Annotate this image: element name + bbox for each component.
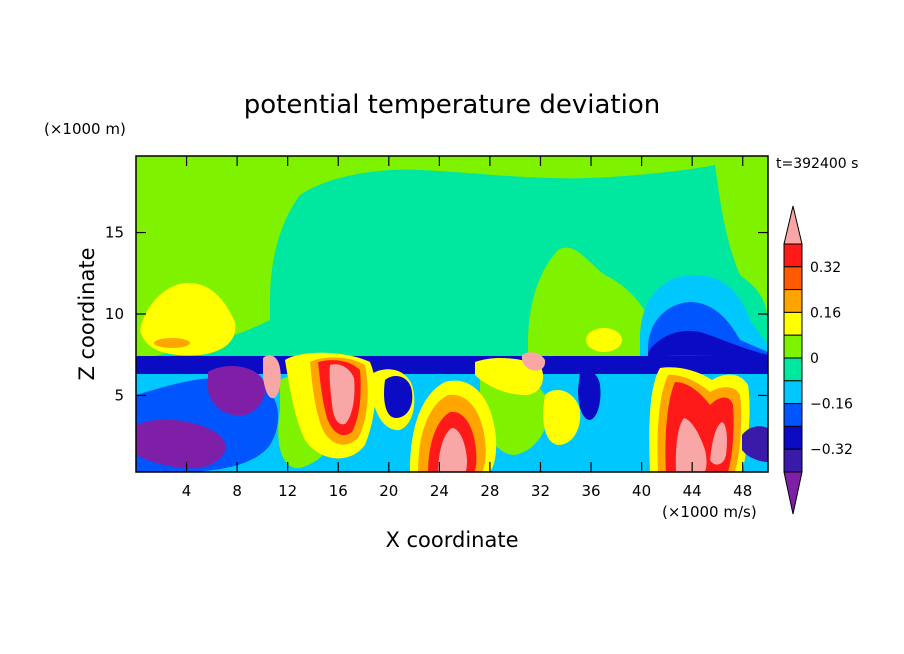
colorbar-swatch bbox=[783, 357, 803, 382]
field-region-pink-11 bbox=[263, 355, 281, 399]
colorbar-swatch bbox=[783, 266, 803, 291]
colorbar-tick-label: 0.16 bbox=[810, 305, 841, 321]
colorbar-swatch bbox=[783, 311, 803, 336]
y-axis-ticks: 5 10 15 bbox=[105, 224, 768, 404]
y-axis-label: Z coordinate bbox=[75, 247, 99, 380]
colorbar-swatch bbox=[783, 380, 803, 405]
field-region-yellow-30 bbox=[475, 358, 544, 395]
colorbar-swatch bbox=[783, 289, 803, 313]
x-tick-label: 32 bbox=[531, 482, 550, 500]
field-region-yellow-32 bbox=[543, 390, 581, 445]
y-unit-label: (×1000 m) bbox=[44, 120, 126, 138]
colorbar-bottom-arrow bbox=[783, 471, 803, 515]
field-region-orange-spot bbox=[154, 338, 190, 348]
colorbar-swatch bbox=[783, 243, 803, 268]
x-axis-label: X coordinate bbox=[385, 528, 518, 552]
x-tick-label: 40 bbox=[632, 482, 651, 500]
colorbar-tick-label: −0.32 bbox=[810, 442, 853, 458]
field-region-navy-36 bbox=[578, 370, 601, 420]
field-region-navy-20 bbox=[384, 376, 413, 418]
x-axis-ticks: 4 8 12 16 20 24 28 32 36 40 44 48 bbox=[182, 156, 752, 500]
contour-field bbox=[136, 156, 768, 472]
colorbar-swatch bbox=[783, 448, 803, 473]
x-tick-label: 48 bbox=[733, 482, 752, 500]
colorbar-swatch bbox=[783, 403, 803, 427]
field-region-pink-plume-16 bbox=[329, 364, 355, 425]
field-region-pink-v-plume-right bbox=[710, 422, 727, 465]
colorbar-top-arrow bbox=[783, 205, 803, 245]
colorbar-swatch bbox=[783, 334, 803, 359]
field-region-pink-30 bbox=[521, 352, 546, 371]
field-region-yellow-spot-right bbox=[586, 328, 622, 352]
y-tick-label: 15 bbox=[105, 224, 124, 242]
field-region-pink-plume-24 bbox=[438, 428, 467, 472]
colorbar-tick-label: 0 bbox=[810, 351, 819, 367]
field-region-purple-right-corner bbox=[742, 426, 768, 462]
y-tick-label: 5 bbox=[114, 386, 124, 404]
colorbar-swatch bbox=[783, 425, 803, 450]
x-tick-label: 20 bbox=[379, 482, 398, 500]
colorbar-tick-label: −0.16 bbox=[810, 397, 853, 413]
field-region-pink-v-plume-left bbox=[675, 418, 707, 472]
colorbar: −0.32 −0.16 0 0.16 0.32 bbox=[783, 205, 853, 515]
field-region-purple-left-low bbox=[136, 419, 226, 469]
time-label: t=392400 s bbox=[776, 156, 858, 172]
field-region-green-bump bbox=[528, 247, 650, 360]
colorbar-tick-label: 0.32 bbox=[810, 260, 841, 276]
x-unit-label: (×1000 m/s) bbox=[662, 503, 757, 521]
field-region-purple-left-high bbox=[208, 366, 266, 416]
x-tick-label: 24 bbox=[430, 482, 449, 500]
x-tick-label: 4 bbox=[182, 482, 192, 500]
x-tick-label: 44 bbox=[683, 482, 702, 500]
x-tick-label: 16 bbox=[329, 482, 348, 500]
x-tick-label: 36 bbox=[581, 482, 600, 500]
chart-title: potential temperature deviation bbox=[244, 90, 660, 120]
x-tick-label: 8 bbox=[232, 482, 242, 500]
field-region-yellow-blob-left bbox=[140, 282, 236, 356]
x-tick-label: 12 bbox=[278, 482, 297, 500]
x-tick-label: 28 bbox=[480, 482, 499, 500]
y-tick-label: 10 bbox=[105, 305, 124, 323]
